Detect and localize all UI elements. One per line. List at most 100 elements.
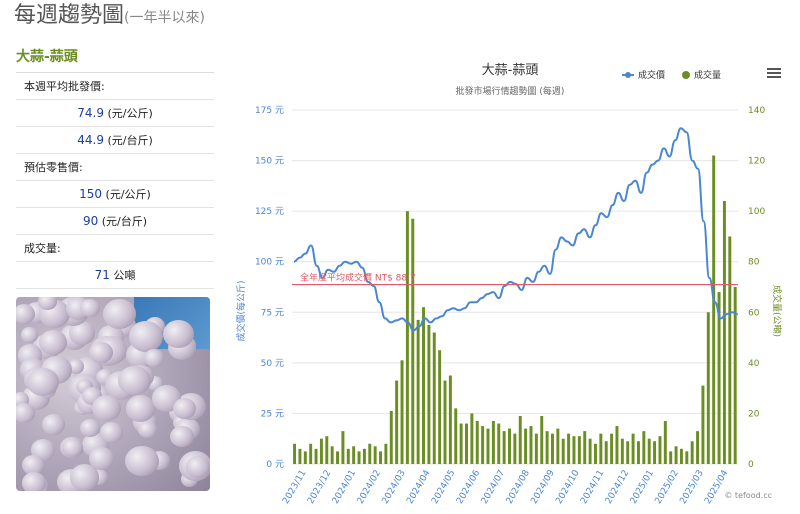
volume-bar bbox=[486, 428, 490, 464]
price-line-group bbox=[293, 127, 738, 332]
volume-row: 71 公噸 bbox=[16, 262, 214, 289]
volume-bar bbox=[722, 201, 726, 464]
volume-bar bbox=[636, 441, 640, 464]
volume-bar bbox=[341, 431, 345, 464]
volume-bar bbox=[513, 433, 517, 464]
volume-bar bbox=[733, 287, 737, 464]
y-axis-left-title: 成交價(每公斤) bbox=[235, 280, 247, 341]
x-tick-label: 2024/01 bbox=[331, 468, 358, 505]
y-left-tick-label: 0 元 bbox=[266, 460, 284, 470]
garlic-bulb bbox=[163, 319, 195, 348]
x-tick-label: 2024/12 bbox=[604, 468, 631, 505]
x-tick-label: 2024/07 bbox=[480, 469, 507, 506]
volume-bar bbox=[518, 415, 522, 464]
legend-price-label[interactable]: 成交價 bbox=[638, 69, 665, 81]
garlic-bulb bbox=[80, 419, 101, 438]
volume-bar bbox=[405, 211, 409, 464]
garlic-bulb bbox=[144, 349, 165, 368]
volume-bar bbox=[309, 443, 313, 464]
volume-bar bbox=[712, 155, 716, 464]
volume-bar bbox=[599, 433, 603, 464]
trend-chart-svg: 大蒜-蒜頭 批發市場行情趨勢圖 (每週) 成交價 成交量 成交價(每公斤) 成交… bbox=[235, 63, 783, 506]
product-name: 大蒜-蒜頭 bbox=[16, 44, 214, 73]
y-right-tick-label: 80 bbox=[748, 258, 760, 268]
y-axis-left-ticks: 0 元 25 元 50 元 75 元 100 元 125 元 150 元 175 元 bbox=[255, 106, 284, 470]
volume-bar bbox=[556, 428, 560, 464]
garlic-bulb bbox=[88, 447, 114, 470]
volume-bar bbox=[465, 423, 468, 464]
volume-bar bbox=[470, 413, 474, 464]
volume-bar bbox=[443, 380, 447, 464]
volume-bar bbox=[314, 448, 318, 464]
retail-kg-unit: (元/公斤) bbox=[105, 188, 151, 201]
x-tick-label: 2024/06 bbox=[455, 468, 482, 506]
volume-bar bbox=[475, 421, 479, 464]
volume-bar bbox=[701, 385, 705, 464]
volume-bar bbox=[481, 426, 485, 464]
page-title: 每週趨勢圖(一年半以來) bbox=[14, 0, 205, 29]
volume-bar bbox=[653, 441, 657, 464]
trend-chart: 大蒜-蒜頭 批發市場行情趨勢圖 (每週) 成交價 成交量 成交價(每公斤) 成交… bbox=[232, 54, 798, 512]
legend-price-marker bbox=[625, 72, 631, 78]
volume-bar bbox=[497, 423, 501, 464]
volume-bar bbox=[690, 441, 694, 464]
volume-bar bbox=[658, 436, 662, 464]
average-line-group: 全年度平均成交價 NT$ 88.7 bbox=[292, 272, 738, 286]
retail-tw-unit: (元/台斤) bbox=[101, 215, 148, 228]
retail-label: 預估零售價: bbox=[16, 154, 214, 181]
volume-bar bbox=[577, 436, 581, 464]
volume-bar bbox=[626, 441, 630, 464]
volume-bar bbox=[615, 426, 619, 464]
retail-kg-row: 150 (元/公斤) bbox=[16, 181, 214, 208]
retail-kg-value: 150 bbox=[79, 187, 103, 201]
y-right-tick-label: 120 bbox=[748, 157, 765, 167]
wholesale-label: 本週平均批發價: bbox=[16, 73, 214, 100]
volume-bar bbox=[631, 433, 635, 464]
garlic-bulb bbox=[91, 394, 122, 422]
garlic-bulb bbox=[21, 471, 46, 491]
volume-bar bbox=[379, 451, 383, 464]
x-tick-label: 2024/04 bbox=[405, 468, 432, 506]
x-tick-label: 2023/11 bbox=[281, 469, 308, 506]
volume-bar bbox=[325, 436, 329, 464]
volume-bar bbox=[610, 433, 614, 464]
garlic-bulb bbox=[27, 367, 60, 397]
retail-tw-row: 90 (元/台斤) bbox=[16, 208, 214, 235]
volume-bar bbox=[588, 438, 592, 464]
y-right-tick-label: 60 bbox=[748, 308, 760, 318]
volume-bar bbox=[438, 350, 442, 464]
chart-credit: © tefood.cc bbox=[724, 491, 772, 500]
volume-bar bbox=[373, 446, 377, 464]
y-axis-right-ticks: 0 20 40 60 80 100 120 140 bbox=[748, 106, 765, 470]
volume-unit: 公噸 bbox=[113, 269, 136, 282]
volume-bars bbox=[293, 155, 737, 464]
price-line bbox=[293, 127, 738, 332]
hamburger-menu-icon[interactable] bbox=[767, 68, 781, 78]
y-axis-right-title: 成交量(公噸) bbox=[771, 285, 783, 337]
garlic-bulb bbox=[185, 456, 210, 478]
volume-bar bbox=[298, 448, 302, 464]
x-tick-label: 2025/03 bbox=[678, 469, 705, 506]
x-tick-label: 2024/08 bbox=[505, 468, 532, 506]
legend-volume-label[interactable]: 成交量 bbox=[694, 69, 721, 81]
garlic-bulb bbox=[138, 421, 157, 439]
garlic-bulb bbox=[38, 297, 57, 310]
garlic-bulb bbox=[68, 321, 95, 345]
x-tick-label: 2023/12 bbox=[306, 468, 333, 505]
x-tick-label: 2024/09 bbox=[529, 468, 556, 506]
product-info-panel: 大蒜-蒜頭 本週平均批發價: 74.9 (元/公斤) 44.9 (元/台斤) 預… bbox=[16, 44, 214, 289]
x-tick-label: 2025/01 bbox=[629, 468, 656, 505]
garlic-bulb bbox=[70, 464, 100, 491]
volume-bar bbox=[567, 433, 571, 464]
garlic-bulb bbox=[125, 395, 156, 422]
garlic-bulb bbox=[22, 455, 45, 476]
volume-bar bbox=[604, 441, 608, 464]
y-left-tick-label: 25 元 bbox=[261, 409, 284, 419]
wholesale-kg-value: 74.9 bbox=[77, 106, 104, 120]
legend[interactable]: 成交價 成交量 bbox=[622, 69, 721, 81]
volume-bar bbox=[319, 438, 323, 464]
volume-bar bbox=[502, 431, 506, 464]
chart-subtitle: 批發市場行情趨勢圖 (每週) bbox=[456, 85, 565, 97]
x-tick-label: 2025/04 bbox=[703, 468, 730, 506]
volume-bar bbox=[572, 436, 576, 464]
